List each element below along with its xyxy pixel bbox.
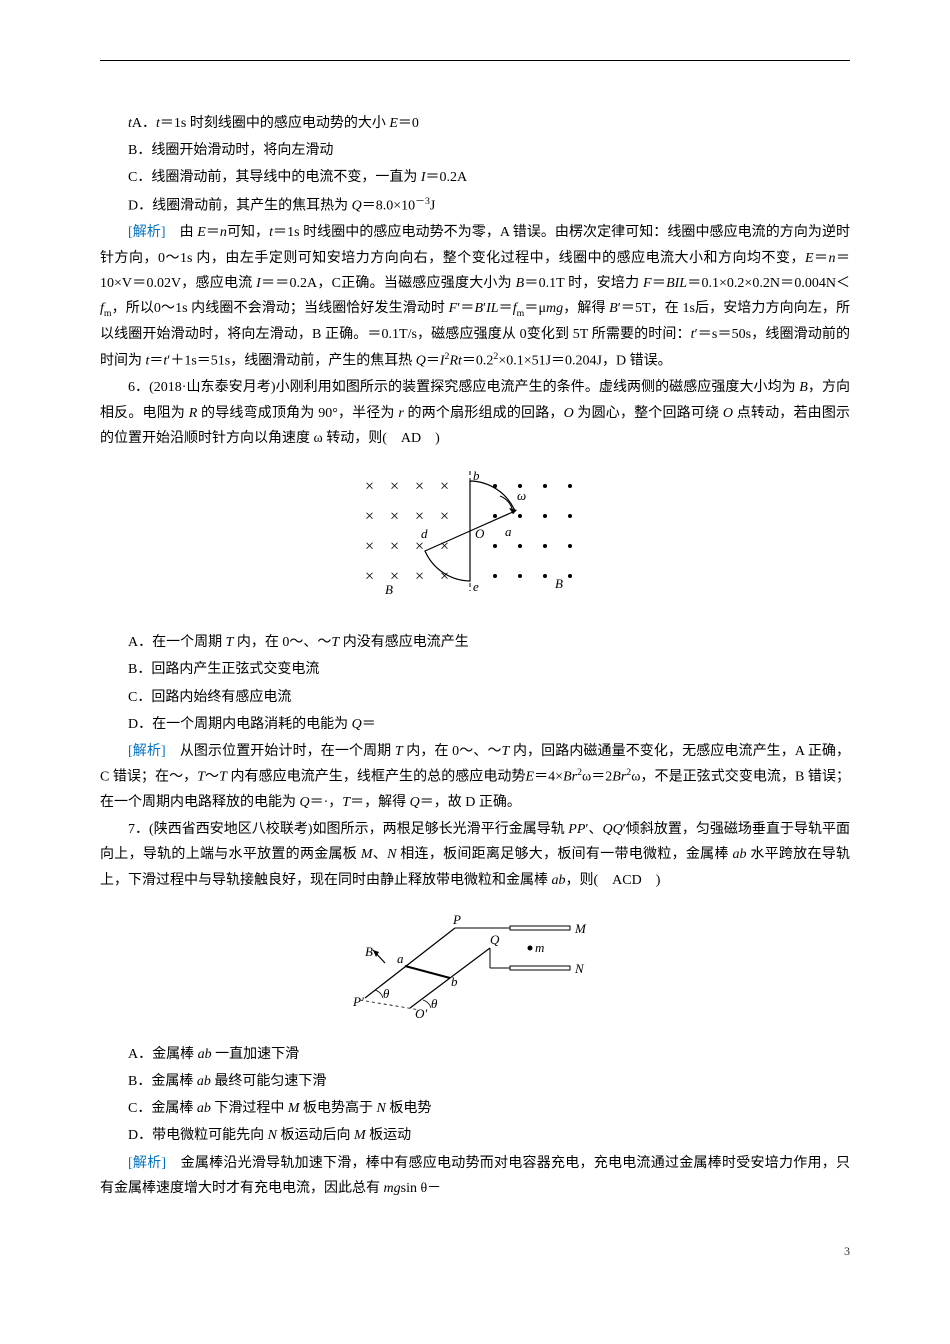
x-marks-left: ×××× ×××× ×××× ×××× [365, 478, 449, 585]
analysis-label: [解析] [128, 744, 180, 759]
label-Qp: Q′ [415, 1006, 427, 1018]
label-B: B [365, 944, 373, 959]
label-theta2: θ [431, 996, 438, 1011]
q7-option-c: C．金属棒 ab 下滑过程中 M 板电势高于 N 板电势 [100, 1096, 850, 1121]
omega-arc [500, 496, 513, 514]
label-a: a [505, 524, 512, 539]
svg-text:×: × [415, 478, 424, 495]
angle-arc-1 [375, 990, 383, 998]
q6-stem: 6．(2018·山东泰安月考)小刚利用如图所示的装置探究感应电流产生的条件。虚线… [100, 375, 850, 451]
q7-option-a: A．金属棒 ab 一直加速下滑 [100, 1042, 850, 1067]
label-m: m [535, 940, 544, 955]
q5-option-c: C．线圈滑动前，其导线中的电流不变，一直为 I＝0.2A [100, 165, 850, 190]
q5-option-b: B．线圈开始滑动时，将向左滑动 [100, 138, 850, 163]
label-e: e [473, 579, 479, 594]
q5-analysis: [解析] 由 E＝n可知，t＝1s 时线圈中的感应电动势不为零，A 错误。由楞次… [100, 220, 850, 373]
svg-text:×: × [440, 508, 449, 525]
svg-text:×: × [390, 538, 399, 555]
figure-2: P Q P′ Q′ a b M N m θ θ B [100, 908, 850, 1027]
q5-option-a: tA．t＝1s 时刻线圈中的感应电动势的大小 E＝0A．t＝1s 时刻线圈中的感… [100, 111, 850, 136]
svg-text:×: × [365, 538, 374, 555]
plate-n [510, 966, 570, 970]
q5-option-d: D．线圈滑动前，其产生的焦耳热为 Q＝8.0×10－3J [100, 193, 850, 219]
svg-text:×: × [365, 508, 374, 525]
svg-text:×: × [365, 568, 374, 585]
label-Q: Q [490, 932, 500, 947]
q6-analysis: [解析] 从图示位置开始计时，在一个周期 T 内，在 0～、～T 内，回路内磁通… [100, 739, 850, 815]
label-O: O [475, 526, 485, 541]
label-B2: B [555, 576, 563, 591]
rail-pp [365, 928, 455, 998]
label-M: M [574, 921, 587, 936]
top-rule [100, 60, 850, 61]
page-number: 3 [100, 1241, 850, 1263]
ground-1 [360, 1000, 420, 1010]
label-theta1: θ [383, 986, 390, 1001]
bar-ab [405, 966, 450, 978]
q7-stem: 7．(陕西省西安地区八校联考)如图所示，两根足够长光滑平行金属导轨 PP′、QQ… [100, 817, 850, 893]
svg-text:×: × [390, 508, 399, 525]
analysis-label: [解析] [128, 1156, 181, 1171]
svg-text:×: × [390, 478, 399, 495]
svg-text:×: × [440, 568, 449, 585]
q7-option-b: B．金属棒 ab 最终可能匀速下滑 [100, 1069, 850, 1094]
particle-dot [528, 945, 533, 950]
label-B1: B [385, 582, 393, 597]
label-Pp: P′ [352, 994, 364, 1009]
label-b: b [451, 974, 458, 989]
figure-1: ×××× ×××× ×××× ×××× b ω d O a e [100, 466, 850, 615]
q7-option-d: D．带电微粒可能先向 N 板运动后向 M 板运动 [100, 1123, 850, 1148]
svg-text:×: × [415, 508, 424, 525]
label-P: P [452, 912, 461, 927]
svg-text:×: × [365, 478, 374, 495]
label-b: b [473, 468, 480, 483]
label-a: a [397, 951, 404, 966]
svg-text:×: × [440, 478, 449, 495]
q6-option-c: C．回路内始终有感应电流 [100, 685, 850, 710]
q7-analysis: [解析] 金属棒沿光滑导轨加速下滑，棒中有感应电动势而对电容器充电，充电电流通过… [100, 1151, 850, 1201]
q6-option-b: B．回路内产生正弦式交变电流 [100, 657, 850, 682]
label-omega: ω [517, 488, 526, 503]
analysis-label: [解析] [128, 225, 180, 240]
plate-m [510, 926, 570, 930]
q6-option-a: A．在一个周期 T 内，在 0～、～T 内没有感应电流产生 [100, 630, 850, 655]
svg-text:×: × [415, 568, 424, 585]
label-N: N [574, 961, 585, 976]
label-d: d [421, 526, 428, 541]
q6-option-d: D．在一个周期内电路消耗的电能为 Q＝ [100, 712, 850, 737]
